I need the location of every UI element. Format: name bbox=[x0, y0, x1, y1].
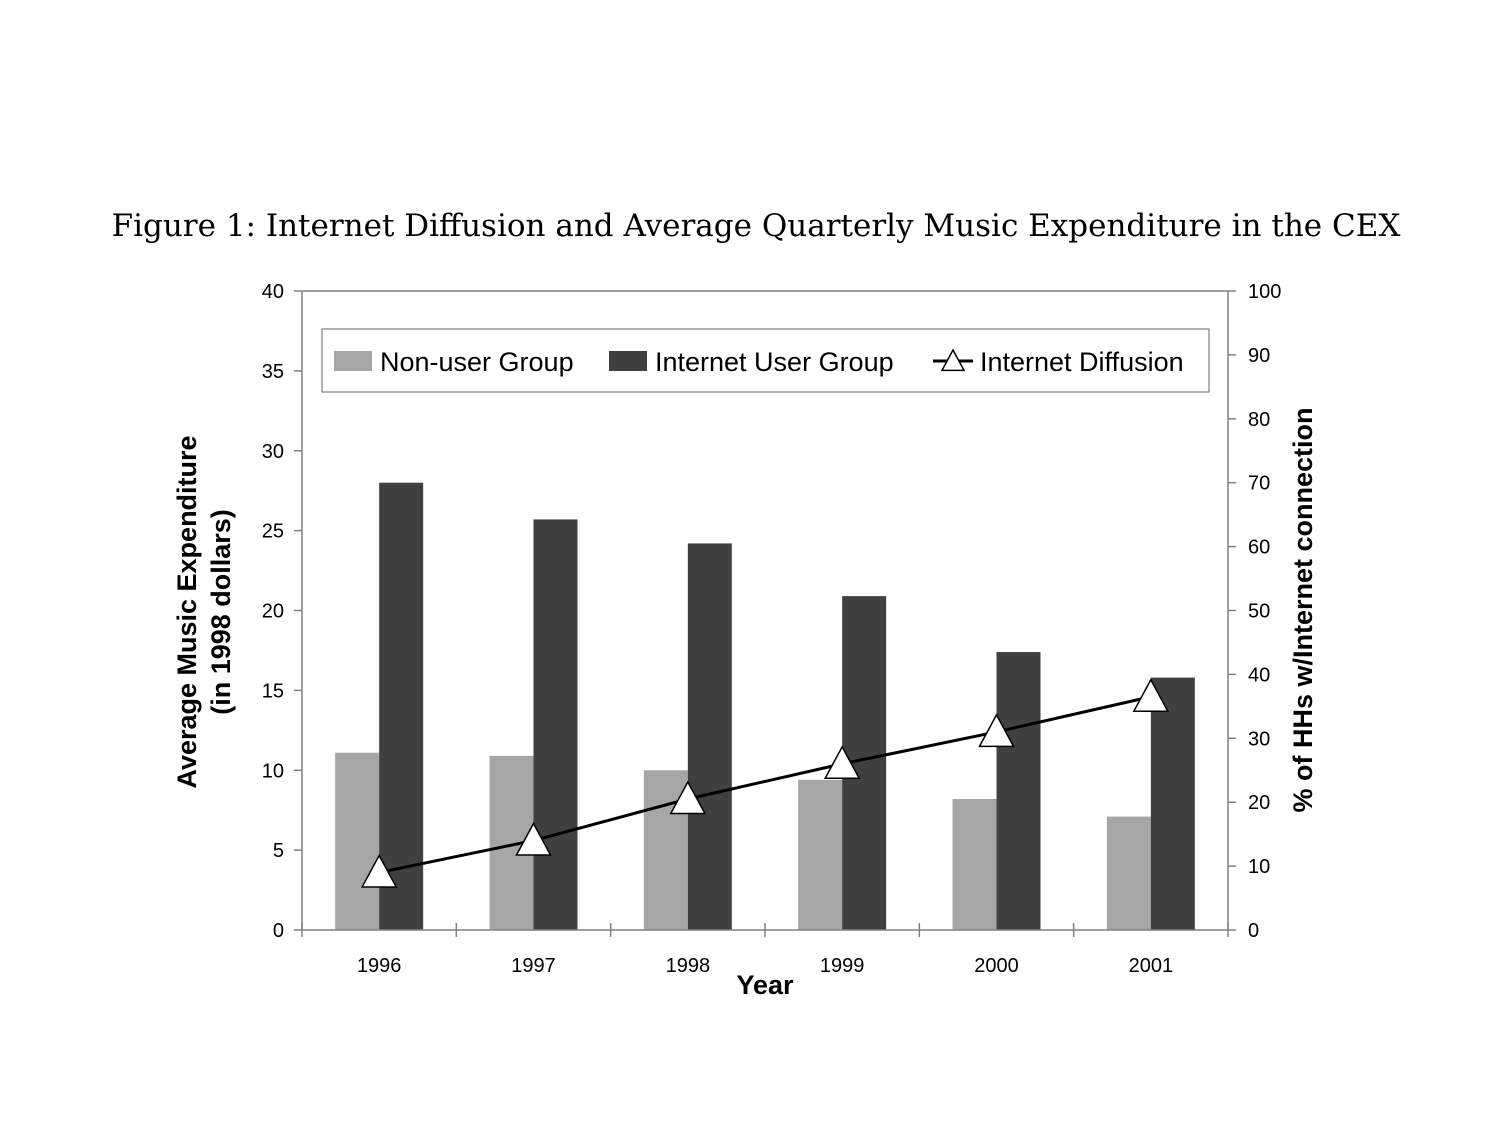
diffusion-marker-2001 bbox=[1132, 678, 1170, 712]
x-tick-label-2000: 2000 bbox=[974, 955, 1019, 977]
internet-diffusion-line bbox=[378, 695, 1152, 874]
right-tick-label-0: 0 bbox=[1248, 920, 1259, 942]
right-tick-label-20: 20 bbox=[1248, 792, 1270, 814]
right-tick-label-100: 100 bbox=[1248, 281, 1281, 303]
diffusion-marker-1998 bbox=[669, 780, 707, 815]
bars-layer bbox=[335, 482, 1195, 930]
right-tick-label-70: 70 bbox=[1248, 473, 1270, 495]
bar-internet-user-group-1996 bbox=[379, 482, 424, 930]
x-tick-label-1997: 1997 bbox=[511, 955, 556, 977]
legend-label-internet-diffusion: Internet Diffusion bbox=[980, 347, 1184, 377]
legend-swatch-internet-user-group bbox=[609, 351, 647, 371]
diffusion-marker-1997 bbox=[515, 821, 552, 856]
left-tick-label-25: 25 bbox=[262, 521, 284, 543]
right-tick-label-10: 10 bbox=[1248, 856, 1270, 878]
left-axis-title: Average Music Expenditure (in 1998 dollar… bbox=[172, 435, 236, 788]
right-tick-label-90: 90 bbox=[1248, 345, 1270, 367]
x-tick-label-2001: 2001 bbox=[1129, 955, 1174, 977]
bar-non-user-group-2001 bbox=[1106, 816, 1151, 930]
bar-internet-user-group-1997 bbox=[533, 519, 578, 930]
right-tick-label-60: 60 bbox=[1248, 537, 1270, 559]
bar-non-user-group-2000 bbox=[952, 799, 997, 930]
left-axis-title-line-1: Average Music Expenditure bbox=[172, 435, 202, 788]
right-tick-label-40: 40 bbox=[1248, 664, 1270, 686]
left-tick-label-5: 5 bbox=[273, 840, 284, 862]
right-tick-label-30: 30 bbox=[1248, 728, 1270, 750]
left-tick-label-30: 30 bbox=[262, 441, 284, 463]
bar-non-user-group-1996 bbox=[335, 752, 380, 930]
left-tick-label-15: 15 bbox=[262, 680, 284, 702]
diffusion-marker-1996 bbox=[360, 853, 398, 888]
left-axis-title-line-2: (in 1998 dollars) bbox=[206, 509, 236, 715]
axes-layer: 0 5 10 15 20 25 30 35 40 0 10 20 30 40 50 60 70 80 90 100 19… bbox=[172, 281, 1318, 1000]
bar-internet-user-group-2000 bbox=[996, 652, 1041, 930]
legend: Non-user Group Internet User Group Interne… bbox=[321, 328, 1210, 393]
x-tick-label-1999: 1999 bbox=[820, 955, 865, 977]
figure-caption: Figure 1: Internet Diffusion and Average… bbox=[111, 208, 1401, 244]
left-tick-label-0: 0 bbox=[273, 920, 284, 942]
bar-non-user-group-1999 bbox=[798, 779, 843, 930]
right-tick-label-50: 50 bbox=[1248, 601, 1270, 623]
right-axis-title: % of HHs w/Internet connection bbox=[1288, 407, 1318, 812]
left-tick-label-20: 20 bbox=[262, 601, 284, 623]
legend-box bbox=[321, 328, 1210, 393]
legend-swatch-non-user-group bbox=[334, 351, 372, 371]
left-tick-label-40: 40 bbox=[262, 281, 284, 303]
legend-marker-triangle-icon bbox=[940, 348, 966, 372]
x-axis-title: Year bbox=[736, 970, 794, 1000]
x-tick-label-1996: 1996 bbox=[357, 955, 402, 977]
bar-internet-user-group-1998 bbox=[687, 543, 732, 930]
diffusion-line-layer bbox=[360, 678, 1170, 888]
left-tick-label-10: 10 bbox=[262, 760, 284, 782]
right-tick-label-80: 80 bbox=[1248, 409, 1270, 431]
bar-internet-user-group-2001 bbox=[1150, 677, 1195, 930]
diffusion-marker-2000 bbox=[978, 713, 1015, 748]
legend-label-internet-user-group: Internet User Group bbox=[655, 347, 894, 377]
legend-label-non-user-group: Non-user Group bbox=[380, 347, 574, 377]
diffusion-marker-1999 bbox=[823, 745, 861, 780]
left-tick-label-35: 35 bbox=[262, 361, 284, 383]
x-tick-label-1998: 1998 bbox=[666, 955, 711, 977]
